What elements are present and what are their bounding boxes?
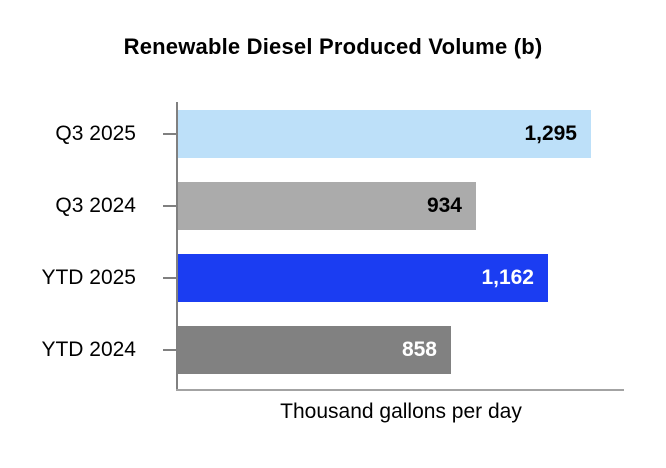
bar-ytd-2025: 1,162 [178, 254, 548, 302]
axis-tick [163, 349, 176, 351]
x-axis-line [176, 389, 624, 391]
bar-ytd-2024: 858 [178, 326, 451, 374]
axis-tick [163, 205, 176, 207]
chart-title: Renewable Diesel Produced Volume (b) [123, 34, 543, 59]
value-label-q3-2024: 934 [426, 194, 462, 217]
bar-row-q3-2024: Q3 2024 934 [0, 182, 666, 230]
bar-row-q3-2025: Q3 2025 1,295 [0, 110, 666, 158]
category-label-q3-2024: Q3 2024 [55, 194, 136, 217]
category-label-ytd-2024: YTD 2024 [41, 338, 136, 361]
x-axis-title: Thousand gallons per day [280, 400, 522, 423]
bar-q3-2024: 934 [178, 182, 476, 230]
value-label-ytd-2025: 1,162 [481, 266, 534, 289]
value-label-ytd-2024: 858 [401, 338, 437, 361]
bar-q3-2025: 1,295 [178, 110, 591, 158]
bar-row-ytd-2025: YTD 2025 1,162 [0, 254, 666, 302]
y-axis-line [176, 102, 178, 391]
value-label-q3-2025: 1,295 [524, 122, 577, 145]
category-label-ytd-2025: YTD 2025 [41, 266, 136, 289]
axis-tick [163, 133, 176, 135]
axis-tick [163, 277, 176, 279]
bar-row-ytd-2024: YTD 2024 858 [0, 326, 666, 374]
category-label-q3-2025: Q3 2025 [55, 122, 136, 145]
